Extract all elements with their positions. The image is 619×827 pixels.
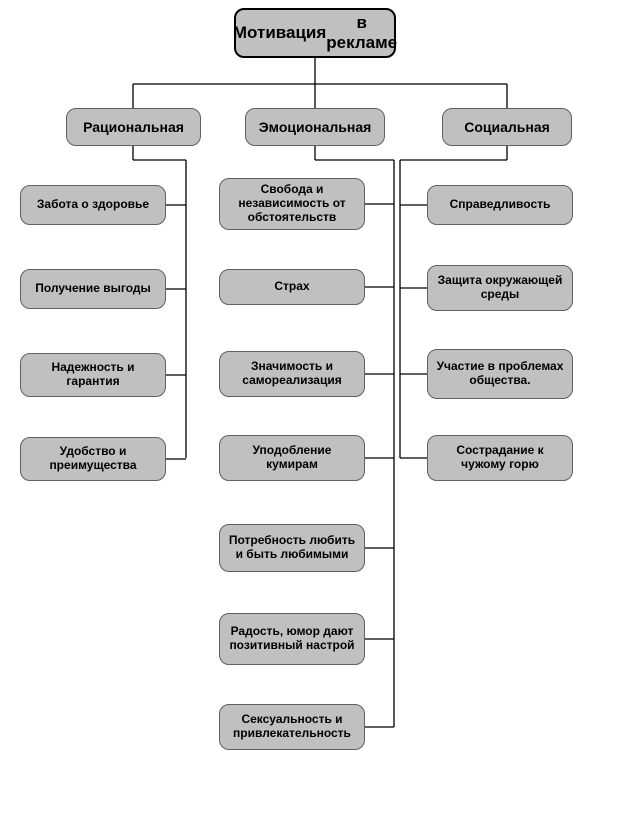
leaf-emotional-3: Уподобление кумирам bbox=[219, 435, 365, 481]
category-social: Социальная bbox=[442, 108, 572, 146]
leaf-rational-3: Удобство и преимущества bbox=[20, 437, 166, 481]
leaf-emotional-0: Свобода и независимость от обстоятельств bbox=[219, 178, 365, 230]
category-emotional: Эмоциональная bbox=[245, 108, 385, 146]
leaf-social-3: Сострадание к чужому горю bbox=[427, 435, 573, 481]
leaf-emotional-1: Страх bbox=[219, 269, 365, 305]
leaf-emotional-5: Радость, юмор дают позитивный настрой bbox=[219, 613, 365, 665]
leaf-rational-1: Получение выгоды bbox=[20, 269, 166, 309]
leaf-rational-2: Надежность и гарантия bbox=[20, 353, 166, 397]
leaf-social-0: Справедливость bbox=[427, 185, 573, 225]
leaf-social-1: Защита окружающей среды bbox=[427, 265, 573, 311]
leaf-emotional-4: Потребность любить и быть любимыми bbox=[219, 524, 365, 572]
title-line2: в рекламе bbox=[326, 13, 397, 52]
title-line1: Мотивация bbox=[233, 23, 326, 43]
root-title: Мотивацияв рекламе bbox=[234, 8, 396, 58]
leaf-emotional-6: Сексуальность и привлекательность bbox=[219, 704, 365, 750]
leaf-emotional-2: Значимость и самореализация bbox=[219, 351, 365, 397]
leaf-social-2: Участие в проблемах общества. bbox=[427, 349, 573, 399]
leaf-rational-0: Забота о здоровье bbox=[20, 185, 166, 225]
category-rational: Рациональная bbox=[66, 108, 201, 146]
